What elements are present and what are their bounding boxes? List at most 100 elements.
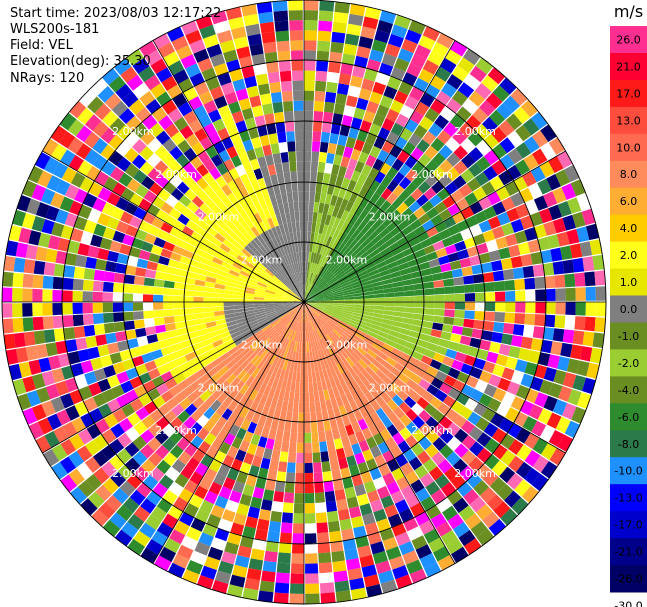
colorbar-tick-label: -2.0 (618, 357, 639, 370)
ppi-gate-cell (348, 367, 358, 378)
ppi-gate-cell (263, 325, 273, 334)
ppi-gate-cell (8, 225, 22, 242)
ppi-gate-cell (325, 225, 333, 237)
ppi-gate-cell (98, 502, 116, 519)
ppi-gate-cell (408, 20, 426, 35)
ppi-gate-cell (305, 573, 319, 584)
ppi-gate-cell (293, 100, 304, 111)
ppi-gate-cell (338, 187, 347, 199)
ppi-gate-cell (418, 68, 434, 84)
ppi-gate-cell (221, 224, 233, 235)
ppi-gate-cell (416, 194, 429, 207)
ppi-gate-cell (369, 192, 381, 204)
ppi-gate-cell (532, 130, 549, 148)
ppi-gate-cell (262, 560, 277, 573)
ppi-gate-cell (208, 481, 223, 496)
ppi-gate-cell (311, 141, 321, 152)
ppi-gate-cell (318, 552, 332, 564)
ppi-gate-cell (361, 427, 373, 440)
ppi-gate-cell (136, 482, 152, 498)
ppi-gate-cell (386, 131, 399, 145)
ppi-gate-cell (213, 140, 226, 154)
colorbar-tick-label: -4.0 (618, 384, 639, 397)
ppi-gate-cell (368, 230, 379, 242)
ppi-gate-cell (125, 427, 140, 442)
ppi-gate-cell (294, 302, 304, 305)
ppi-gate-cell (295, 472, 304, 484)
ppi-gate-cell (318, 390, 325, 402)
ppi-gate-cell (324, 214, 332, 226)
ppi-gate-cell (296, 362, 301, 373)
ppi-gate-cell (181, 535, 198, 551)
ppi-gate-cell (206, 271, 218, 279)
ppi-gate-cell (383, 287, 395, 294)
ppi-gate-cell (65, 252, 78, 266)
ppi-gate-cell (469, 337, 482, 349)
ppi-gate-cell (354, 194, 364, 206)
ppi-gate-cell (353, 409, 364, 422)
ppi-gate-cell (119, 480, 136, 497)
ppi-gate-cell (308, 382, 314, 393)
ppi-gate-cell (85, 440, 101, 456)
ppi-gate-cell (112, 182, 127, 197)
ppi-gate-cell (369, 91, 383, 105)
ppi-gate-cell (297, 294, 304, 302)
ppi-gate-cell (311, 273, 317, 284)
ppi-gate-cell (45, 205, 60, 222)
ppi-gate-cell (308, 272, 312, 283)
colorbar-bin (610, 322, 647, 350)
ppi-gate-cell (446, 152, 461, 167)
ppi-gate-cell (453, 145, 468, 160)
ppi-gate-cell (360, 237, 372, 248)
ppi-gate-cell (373, 313, 384, 319)
ppi-gate-cell (357, 173, 368, 186)
ppi-gate-cell (276, 172, 285, 184)
ppi-gate-cell (149, 467, 165, 482)
ppi-gate-cell (366, 458, 378, 471)
ppi-gate-cell (346, 252, 357, 262)
ppi-gate-cell (500, 508, 518, 526)
ppi-gate-cell (346, 269, 357, 277)
azimuth-spoke (152, 301, 305, 564)
ppi-gate-cell (399, 176, 412, 190)
ppi-gate-cell (62, 315, 74, 328)
ppi-gate-cell (514, 313, 526, 325)
ppi-gate-cell (315, 370, 321, 382)
ppi-gate-cell (304, 110, 314, 121)
ppi-gate-cell (82, 279, 94, 291)
ppi-gate-cell (97, 212, 111, 227)
ppi-gate-cell (297, 302, 304, 310)
ppi-gate-cell (155, 445, 170, 460)
ppi-gate-cell (387, 513, 403, 528)
ppi-gate-cell (317, 328, 325, 338)
ppi-gate-cell (270, 510, 282, 523)
ppi-gate-cell (363, 258, 374, 267)
ppi-gate-cell (324, 298, 335, 301)
ppi-gate-cell (385, 437, 398, 450)
ppi-gate-cell (337, 134, 348, 147)
ppi-gate-cell (540, 425, 556, 442)
ppi-gate-cell (476, 242, 489, 255)
ppi-gate-cell (184, 319, 196, 328)
ppi-gate-cell (358, 209, 369, 221)
ppi-gate-cell (564, 315, 576, 330)
ppi-gate-cell (173, 315, 185, 323)
ppi-gate-cell (453, 160, 468, 175)
range-label: 2.00km (155, 424, 197, 437)
ppi-gate-cell (331, 354, 340, 365)
ppi-gate-cell (209, 459, 222, 473)
ppi-gate-cell (406, 559, 423, 575)
ppi-gate-cell (214, 252, 226, 261)
start-time-text: Start time: 2023/08/03 12:17:22 (10, 6, 222, 21)
ppi-gate-cell (346, 342, 357, 352)
ppi-gate-cell (238, 323, 249, 331)
ppi-gate-cell (336, 242, 346, 253)
ppi-gate-cell (503, 95, 521, 113)
ppi-gate-cell (357, 461, 369, 475)
ppi-gate-cell (321, 269, 330, 279)
ppi-gate-cell (270, 318, 280, 326)
ppi-gate-cell (379, 365, 391, 376)
ppi-gate-cell (384, 504, 399, 518)
ppi-gate-cell (329, 418, 338, 430)
ppi-gate-cell (424, 288, 435, 296)
